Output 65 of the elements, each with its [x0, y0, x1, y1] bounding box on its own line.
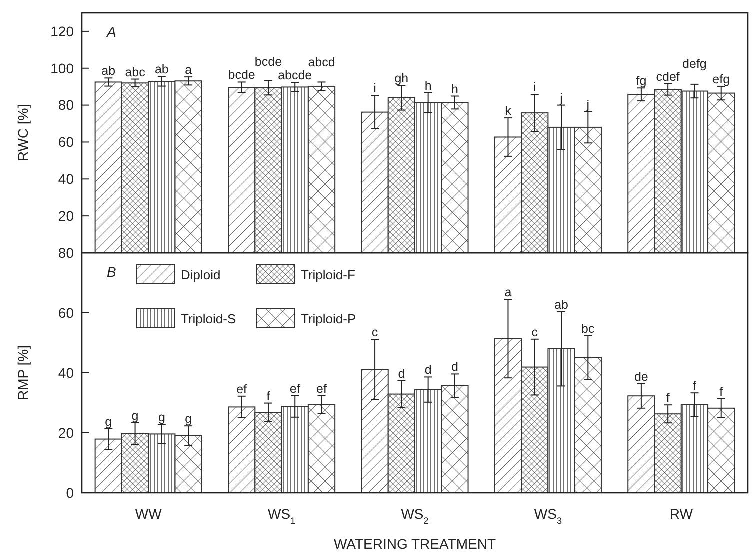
- x-tick-label: WS$_{1}$: [268, 506, 296, 526]
- data-label: h: [424, 78, 432, 93]
- data-label: f: [692, 379, 697, 394]
- y-tick-label: 80: [58, 244, 74, 261]
- y-tick-label: 40: [58, 171, 74, 188]
- y-tick-label: 20: [58, 424, 74, 441]
- data-label: ef: [236, 382, 248, 396]
- y-tick-label: 20: [58, 208, 74, 224]
- legend-label: Triploid-S: [181, 312, 236, 327]
- x-tick-label: WW: [135, 506, 163, 522]
- data-label: bcde: [228, 68, 256, 82]
- y-tick-label: 60: [58, 134, 74, 150]
- data-label: cdef: [656, 70, 680, 84]
- data-label: efg: [712, 72, 730, 86]
- legend-label: Triploid-P: [301, 312, 356, 327]
- data-label: a: [185, 63, 192, 78]
- data-label: ab: [154, 62, 169, 77]
- data-label: de: [634, 370, 648, 384]
- data-label: k: [505, 104, 512, 118]
- text: B: [107, 264, 116, 280]
- y-tick-label: 40: [58, 364, 74, 381]
- data-label: g: [132, 408, 139, 423]
- data-label: ab: [554, 298, 569, 312]
- data-label: a: [504, 286, 512, 300]
- data-label: fg: [636, 74, 647, 88]
- data-label: g: [185, 412, 192, 426]
- data-label: d: [424, 363, 432, 378]
- data-label: c: [372, 326, 378, 340]
- x-tick-label: WS$_{3}$: [534, 506, 562, 526]
- y-axis-title: RMP [%]: [15, 346, 31, 400]
- y-tick-label: 60: [58, 304, 74, 321]
- data-label: g: [158, 410, 166, 425]
- y-tick-label: 80: [58, 97, 74, 114]
- data-label: f: [720, 384, 724, 399]
- data-label: gh: [394, 72, 409, 86]
- y-tick-label: 100: [50, 60, 74, 76]
- legend-label: Diploid: [181, 268, 221, 283]
- data-label: abcd: [308, 56, 336, 70]
- data-label: j: [586, 98, 590, 112]
- data-label: c: [532, 325, 538, 340]
- data-label: bcde: [254, 55, 282, 70]
- data-label: d: [398, 366, 406, 381]
- data-label: h: [451, 82, 458, 96]
- data-label: ef: [316, 382, 328, 396]
- data-label: g: [105, 414, 112, 429]
- data-label: defg: [682, 56, 707, 71]
- legend-label: Triploid-F: [301, 268, 356, 283]
- x-tick-label: WS$_{2}$: [401, 506, 429, 526]
- data-label: abcde: [278, 68, 312, 83]
- data-label: i: [374, 82, 376, 96]
- data-label: i: [533, 80, 536, 95]
- data-label: bc: [582, 322, 595, 336]
- y-tick-label: 0: [66, 484, 74, 501]
- text: A: [106, 24, 116, 40]
- data-label: ab: [102, 64, 116, 78]
- y-axis-title: RWC [%]: [15, 104, 31, 162]
- x-axis-title: WATERING TREATMENT: [334, 536, 496, 552]
- data-label: d: [451, 360, 458, 374]
- data-label: abc: [125, 65, 146, 80]
- data-label: f: [266, 389, 271, 404]
- x-tick-label: RW: [670, 506, 694, 522]
- data-label: j: [559, 91, 563, 106]
- data-label: f: [666, 391, 670, 406]
- data-label: ef: [290, 382, 301, 396]
- y-tick-label: 120: [50, 23, 74, 40]
